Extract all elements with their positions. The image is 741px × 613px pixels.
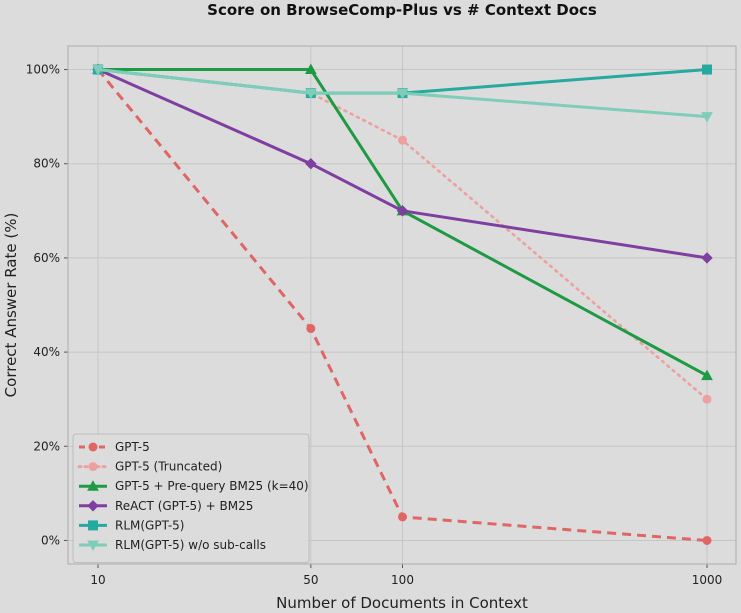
series-line-gpt-5-pre-query-bm25-k-40 [98,68,708,377]
y-tick-label: 40% [33,345,60,359]
plot-frame [67,45,737,565]
series-rlm-gpt-5-w-o-sub-calls [92,65,713,123]
data-point-rlm-gpt-5-w-o-sub-calls [396,88,409,100]
chart-title: Score on BrowseComp-Plus vs # Context Do… [207,1,597,19]
y-tick-label: 20% [33,439,60,453]
data-point-gpt-5-pre-query-bm25-k-40 [304,63,317,75]
data-point-rlm-gpt-5-w-o-sub-calls [92,65,104,76]
series-line-react-gpt-5-bm25 [97,68,708,260]
y-tick-label: 60% [33,251,60,265]
series-line-gpt-5 [96,68,708,542]
data-point-gpt-5-truncated [702,394,712,404]
y-tick-label: 0% [41,533,60,547]
legend-label: RLM(GPT-5) [115,518,184,532]
series-gpt-5 [93,65,712,545]
legend-marker-gpt-5-pre-query-bm25-k-40 [87,480,99,491]
data-point-gpt-5 [702,535,712,545]
legend-box [72,433,310,564]
legend-label: ReACT (GPT-5) + BM25 [115,499,253,513]
series-line-rlm-gpt-5-w-o-sub-calls [97,68,708,119]
legend-marker-rlm-gpt-5-w-o-sub-calls [87,540,99,552]
x-tick-label: 1000 [692,573,723,587]
legend-entry-gpt-5: GPT-5 [79,440,150,454]
legend-label: GPT-5 (Truncated) [115,460,222,474]
legend-entry-rlm-gpt-5-w-o-sub-calls: RLM(GPT-5) w/o sub-calls [79,538,266,552]
legend-label: RLM(GPT-5) w/o sub-calls [115,538,266,552]
legend-marker-react-gpt-5-bm25 [87,500,99,512]
legend-marker-gpt-5-truncated [88,462,98,472]
x-tick-label: 10 [90,573,105,587]
x-tick-label: 100 [391,573,414,587]
data-point-rlm-gpt-5-w-o-sub-calls [304,88,317,100]
data-point-react-gpt-5-bm25 [396,205,409,217]
x-tick-label: 50 [303,573,318,587]
data-point-gpt-5-pre-query-bm25-k-40 [701,369,713,381]
y-tick-label: 100% [26,63,60,77]
data-point-rlm-gpt-5-w-o-sub-calls [701,112,713,123]
data-point-gpt-5-truncated [398,135,407,145]
data-point-rlm-gpt-5 [702,64,712,75]
legend-entry-gpt-5-pre-query-bm25-k-40: GPT-5 + Pre-query BM25 (k=40) [79,479,309,493]
y-axis-label: Correct Answer Rate (%) [2,213,20,398]
legend-entry-rlm-gpt-5: RLM(GPT-5) [79,518,184,532]
data-point-react-gpt-5-bm25 [305,158,317,170]
legend: GPT-5 GPT-5 (Truncated) GPT-5 + Pre-query … [72,433,310,564]
legend-label: GPT-5 [115,440,150,454]
legend-entry-gpt-5-truncated: GPT-5 (Truncated) [77,460,222,474]
data-point-gpt-5 [306,324,316,334]
data-point-react-gpt-5-bm25 [701,252,713,264]
legend-label: GPT-5 + Pre-query BM25 (k=40) [115,479,309,493]
legend-marker-gpt-5 [88,442,98,452]
y-tick-label: 80% [33,157,60,171]
x-axis-label: Number of Documents in Context [276,594,528,612]
legend-marker-rlm-gpt-5 [88,520,98,531]
legend-entry-react-gpt-5-bm25: ReACT (GPT-5) + BM25 [79,499,253,513]
data-point-gpt-5 [398,512,407,522]
